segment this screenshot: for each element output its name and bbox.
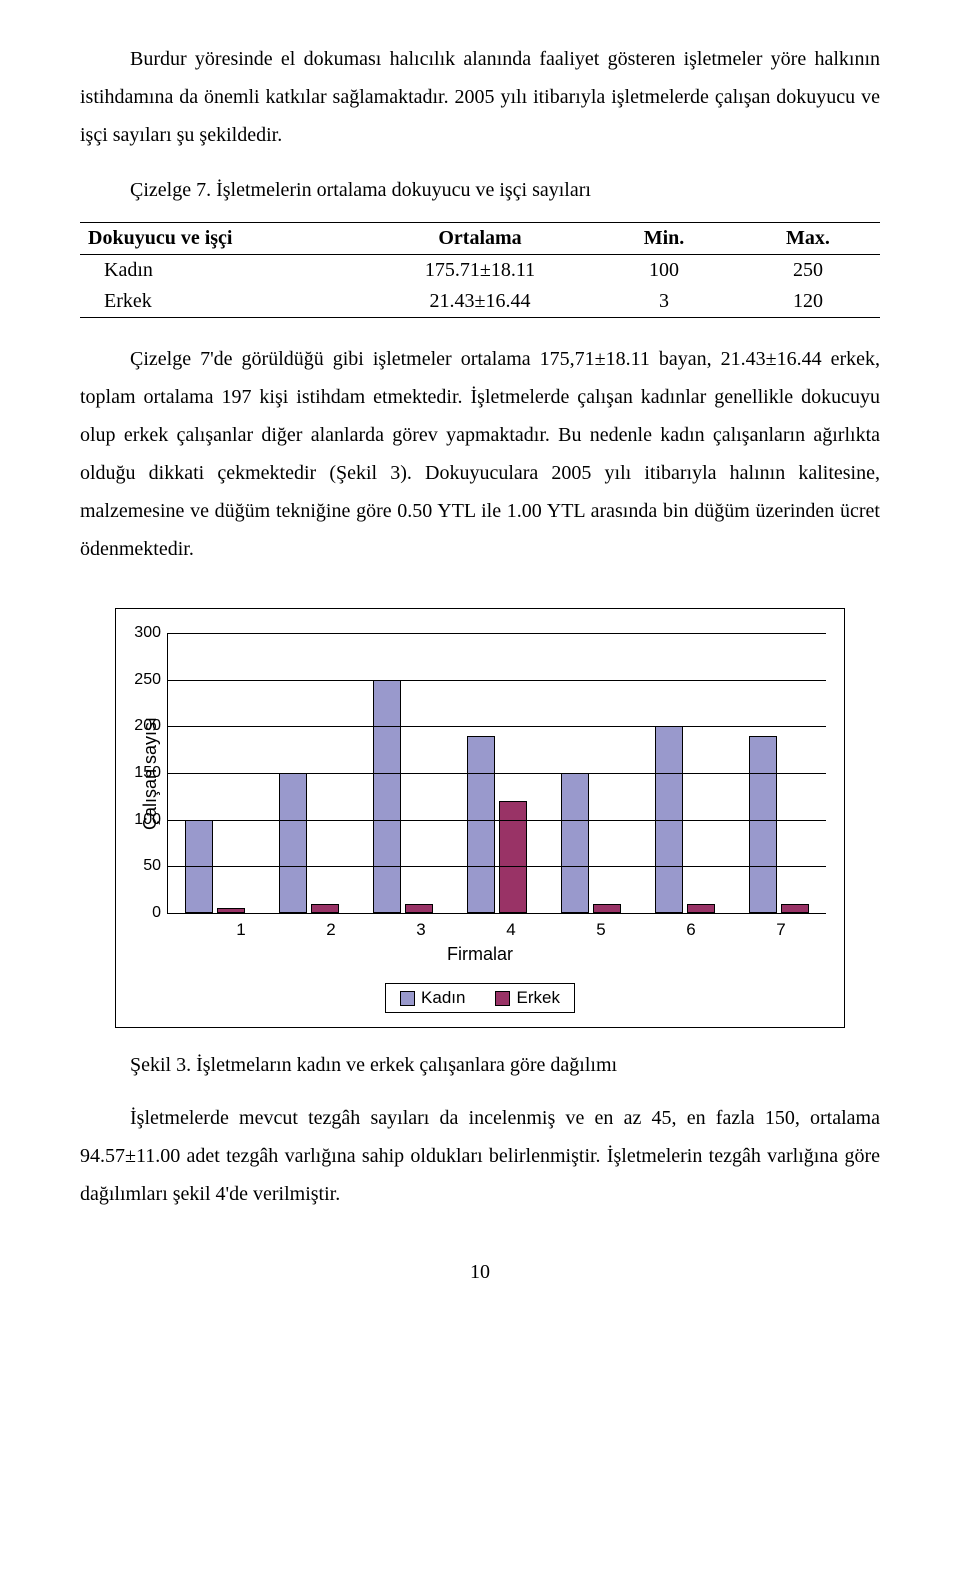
bar [217, 908, 245, 913]
table-cell: 100 [592, 255, 736, 287]
table-cell: 120 [736, 286, 880, 318]
col-header: Ortalama [368, 223, 592, 255]
data-table: Dokuyucu ve işçi Ortalama Min. Max. Kadı… [80, 222, 880, 318]
col-header: Dokuyucu ve işçi [80, 223, 368, 255]
table-row: Erkek 21.43±16.44 3 120 [80, 286, 880, 318]
legend-swatch [495, 991, 510, 1006]
figure-caption: Şekil 3. İşletmeların kadın ve erkek çal… [80, 1054, 880, 1077]
bar [311, 904, 339, 913]
chart-x-axis: 1 2 3 4 5 6 7 [196, 914, 826, 942]
paragraph-2: Çizelge 7'de görüldüğü gibi işletmeler o… [80, 340, 880, 568]
col-header: Max. [736, 223, 880, 255]
spacer [134, 914, 196, 942]
x-tick-label: 3 [416, 920, 425, 940]
table-caption: Çizelge 7. İşletmelerin ortalama dokuyuc… [80, 172, 880, 208]
paragraph-1: Burdur yöresinde el dokuması halıcılık a… [80, 40, 880, 154]
bar [687, 904, 715, 913]
bar [373, 680, 401, 913]
gridline [168, 866, 826, 867]
chart-x-label: Firmalar [134, 944, 826, 965]
bar [279, 773, 307, 913]
table-cell: Erkek [80, 286, 368, 318]
x-tick-label: 7 [776, 920, 785, 940]
legend-item: Erkek [495, 988, 559, 1008]
chart-plot-area [167, 633, 826, 914]
page: Burdur yöresinde el dokuması halıcılık a… [0, 0, 960, 1344]
chart-container: Çalışan sayısı 300250200150100500 1 2 3 4 5 6… [115, 608, 845, 1028]
col-header: Min. [592, 223, 736, 255]
legend-label: Kadın [421, 988, 465, 1008]
table-cell: 21.43±16.44 [368, 286, 592, 318]
bar [781, 904, 809, 913]
gridline [168, 773, 826, 774]
x-tick-label: 6 [686, 920, 695, 940]
page-number: 10 [80, 1261, 880, 1284]
bar [749, 736, 777, 913]
legend-label: Erkek [516, 988, 559, 1008]
chart-legend: Kadın Erkek [385, 983, 575, 1013]
bar-group [467, 736, 527, 913]
bar [467, 736, 495, 913]
legend-item: Kadın [400, 988, 465, 1008]
bar [499, 801, 527, 913]
paragraph-3: İşletmelerde mevcut tezgâh sayıları da i… [80, 1099, 880, 1213]
legend-swatch [400, 991, 415, 1006]
chart-x-axis-row: 1 2 3 4 5 6 7 [134, 914, 826, 942]
bar [561, 773, 589, 913]
table-cell: 3 [592, 286, 736, 318]
bar [405, 904, 433, 913]
bar-group [373, 680, 433, 913]
table-cell: 250 [736, 255, 880, 287]
gridline [168, 680, 826, 681]
x-tick-label: 5 [596, 920, 605, 940]
gridline [168, 820, 826, 821]
bar [593, 904, 621, 913]
table-cell: Kadın [80, 255, 368, 287]
gridline [168, 633, 826, 634]
x-tick-label: 1 [236, 920, 245, 940]
x-tick-label: 4 [506, 920, 515, 940]
chart-row: Çalışan sayısı 300250200150100500 [134, 633, 826, 914]
bar-group [749, 736, 809, 913]
table-row: Kadın 175.71±18.11 100 250 [80, 255, 880, 287]
table-header-row: Dokuyucu ve işçi Ortalama Min. Max. [80, 223, 880, 255]
gridline [168, 726, 826, 727]
bar-group [279, 773, 339, 913]
table-cell: 175.71±18.11 [368, 255, 592, 287]
bar-group [561, 773, 621, 913]
x-tick-label: 2 [326, 920, 335, 940]
